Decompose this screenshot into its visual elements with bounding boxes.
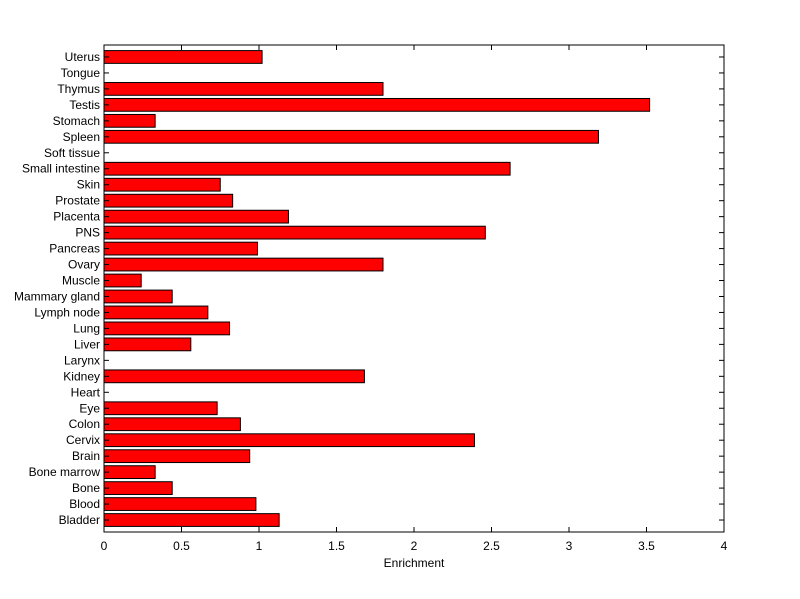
bar-bladder [103,513,280,527]
bar-prostate [103,193,234,208]
bar-pns [103,225,486,240]
y-tick-label: Stomach [53,114,100,128]
y-tick-label: Testis [69,98,100,112]
bar-testis [103,97,651,112]
y-tick-label: Prostate [55,194,100,208]
bar-skin [103,177,221,192]
y-tick-label: Bone marrow [29,465,101,479]
y-tick-label: Colon [69,417,100,431]
x-tick-label: 2.5 [483,539,500,553]
bars-group [103,50,651,527]
x-tick-label: 3.5 [638,539,655,553]
y-tick-label: Ovary [68,258,100,272]
labels-group: Bladder Blood Bone Bone marrow Brain Cervix Co… [14,50,728,553]
y-tick-label: Heart [71,385,101,399]
y-tick-label: Small intestine [22,162,100,176]
bar-bone [103,481,173,495]
bar-spleen [103,129,599,144]
x-tick-label: 3 [566,539,573,553]
bar-thymus [103,82,384,96]
x-axis-label: Enrichment [384,556,445,570]
y-tick-label: Bladder [59,513,100,527]
y-tick-label: Pancreas [49,242,100,256]
x-tick-label: 1.5 [328,539,345,553]
y-tick-label: PNS [75,226,100,240]
bar-liver [103,337,192,352]
y-tick-label: Spleen [63,130,100,144]
axes-box [103,44,725,533]
y-tick-label: Tongue [61,66,101,80]
y-tick-label: Uterus [65,50,100,64]
y-tick-label: Muscle [62,274,100,288]
bar-bone-marrow [103,465,156,480]
y-tick-label: Brain [72,449,100,463]
bar-muscle [103,273,142,288]
y-tick-label: Mammary gland [14,289,100,303]
y-tick-label: Skin [77,178,100,192]
bar-brain [103,449,251,464]
bar-kidney [103,369,365,384]
y-tick-label: Eye [79,401,100,415]
y-tick-label: Bone [72,481,100,495]
y-tick-label: Blood [69,497,100,511]
bar-cervix [103,433,475,448]
bar-pancreas [103,241,258,256]
bar-blood [103,497,257,511]
bar-lymph-node [103,305,209,320]
x-tick-label: 1 [256,539,263,553]
y-tick-label: Lung [73,321,100,335]
bar-mammary-gland [103,289,173,304]
x-tick-label: 4 [721,539,728,553]
bar-eye [103,401,218,416]
bar-uterus [103,50,263,64]
bar-small-intestine [103,161,511,176]
x-tick-label: 0.5 [173,539,190,553]
y-tick-label: Cervix [66,433,100,447]
bar-colon [103,417,241,432]
y-tick-label: Thymus [57,82,100,96]
x-tick-label: 2 [411,539,418,553]
y-tick-label: Liver [74,337,100,351]
x-tick-label: 0 [101,539,108,553]
bar-lung [103,321,231,336]
y-tick-label: Larynx [64,353,100,367]
bar-ovary [103,257,384,272]
y-tick-label: Soft tissue [44,146,100,160]
bar-placenta [103,209,289,224]
y-tick-label: Lymph node [34,305,100,319]
y-tick-label: Kidney [63,369,100,383]
y-tick-label: Placenta [53,210,100,224]
bar-stomach [103,113,156,128]
